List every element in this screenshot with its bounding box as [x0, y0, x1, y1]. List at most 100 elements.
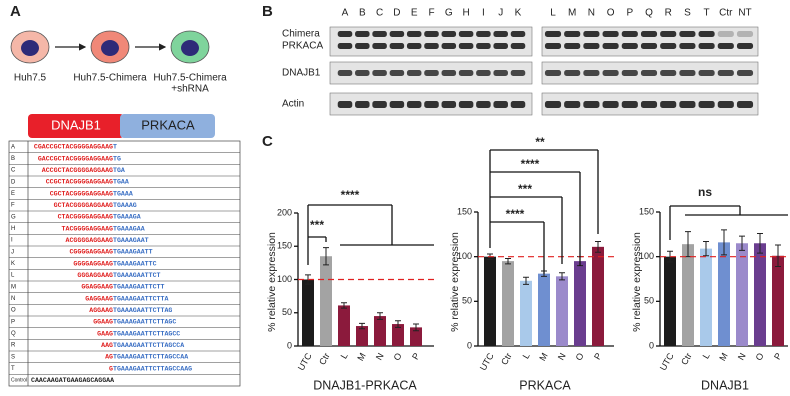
nucleus — [21, 40, 39, 56]
blot-band — [441, 70, 457, 76]
bar — [736, 243, 748, 346]
blot-band — [355, 31, 370, 37]
fusion-box-prkaca — [120, 114, 215, 138]
blot-band — [458, 101, 474, 108]
significance-label: **** — [506, 207, 525, 221]
chart-title: DNAJB1 — [701, 378, 749, 392]
significance-label: *** — [518, 182, 532, 196]
sequence-dnajb1: AG — [105, 354, 113, 361]
blot-row-label: Actin — [282, 99, 304, 110]
blot-band — [476, 101, 491, 108]
lane-label: G — [445, 8, 453, 19]
x-tick-label: M — [717, 351, 729, 362]
blot-band — [583, 101, 600, 108]
lane-label: J — [498, 8, 503, 19]
blot-band — [389, 70, 405, 76]
lane-label: N — [588, 8, 595, 19]
lane-label: Ctr — [719, 8, 733, 19]
row-label: S — [11, 354, 15, 360]
error-bar — [341, 302, 347, 309]
blot-band — [660, 70, 677, 76]
bar — [574, 261, 586, 346]
bar — [356, 326, 368, 346]
lane-label: O — [607, 8, 615, 19]
x-tick-label: M — [355, 351, 367, 362]
sequence-dnajb1: GGAGGAAG — [81, 284, 113, 291]
blot-band — [640, 70, 658, 76]
sequence-prkaca: TGAAAGAATTCTTAGCC — [113, 330, 180, 337]
lane-label: I — [482, 8, 485, 19]
x-tick-label: N — [556, 351, 568, 362]
sequence-prkaca: TGAA — [113, 179, 129, 186]
blot-band — [424, 70, 439, 76]
bar — [320, 256, 332, 346]
error-bar — [721, 229, 727, 256]
sequence-dnajb1: CGACCGCTACGGGGAGGAAG — [34, 144, 113, 151]
lane-label: NT — [738, 8, 751, 19]
blot-band — [337, 31, 353, 37]
significance-label: ** — [535, 135, 545, 149]
lane-label: Q — [645, 8, 653, 19]
blot-band — [717, 101, 734, 108]
cell-label: Huh7.5 — [14, 73, 47, 84]
blot-band — [544, 101, 562, 108]
blot-band — [602, 43, 619, 49]
blot-band — [621, 101, 638, 108]
y-axis-label: % relative expression — [449, 232, 461, 332]
nucleus — [181, 40, 199, 56]
blot-band — [406, 70, 422, 76]
row-label: F — [11, 203, 15, 209]
table-frame — [8, 140, 241, 387]
blot-band — [640, 101, 658, 108]
blot-band — [372, 43, 387, 49]
sequence-prkaca: T — [113, 144, 117, 151]
y-tick-label: 0 — [649, 340, 654, 350]
blot-band — [372, 70, 387, 76]
error-bar — [523, 276, 529, 285]
blot-band — [424, 31, 439, 37]
blot-row-label: DNAJB1 — [282, 68, 321, 79]
y-tick-label: 0 — [467, 340, 472, 350]
bar — [410, 327, 422, 346]
error-bar — [377, 312, 383, 320]
lane-label: C — [376, 8, 383, 19]
blot-band — [736, 31, 754, 37]
x-tick-label: O — [574, 351, 586, 362]
lane-label: B — [359, 8, 366, 19]
y-axis-label: % relative expression — [631, 232, 643, 332]
y-tick-label: 150 — [639, 206, 654, 216]
x-tick-label: O — [392, 351, 404, 362]
blot-band — [717, 43, 734, 49]
blot-band — [424, 43, 439, 49]
row-label: Control — [11, 377, 27, 383]
x-tick-label: P — [410, 351, 422, 361]
sequence-prkaca: TGA — [113, 167, 125, 174]
chart-title: PRKACA — [519, 378, 571, 392]
chart-title: DNAJB1-PRKACA — [313, 378, 417, 392]
blot-band — [583, 43, 600, 49]
x-tick-label: P — [772, 351, 784, 361]
sequence-dnajb1: ACGGGGAGGAAG — [66, 237, 114, 244]
lane-label: K — [515, 8, 522, 19]
blot-band — [424, 101, 439, 108]
blot-band — [389, 31, 405, 37]
blot-band — [621, 43, 638, 49]
bar — [338, 305, 350, 346]
panel-label: C — [262, 133, 273, 150]
lane-label: H — [462, 8, 469, 19]
x-tick-label: N — [736, 351, 748, 362]
bar — [502, 261, 514, 346]
sequence-prkaca: TG — [113, 155, 121, 162]
sequence-prkaca: TGAAAGAA — [113, 225, 145, 232]
bar — [772, 255, 784, 346]
blot-band — [698, 31, 715, 37]
bar — [374, 316, 386, 346]
blot-band — [493, 70, 508, 76]
blot-band — [372, 31, 387, 37]
error-bar — [757, 232, 763, 254]
y-tick-label: 0 — [287, 340, 292, 350]
blot-band — [660, 43, 677, 49]
blot-band — [510, 31, 526, 37]
panel-label: A — [10, 3, 21, 20]
